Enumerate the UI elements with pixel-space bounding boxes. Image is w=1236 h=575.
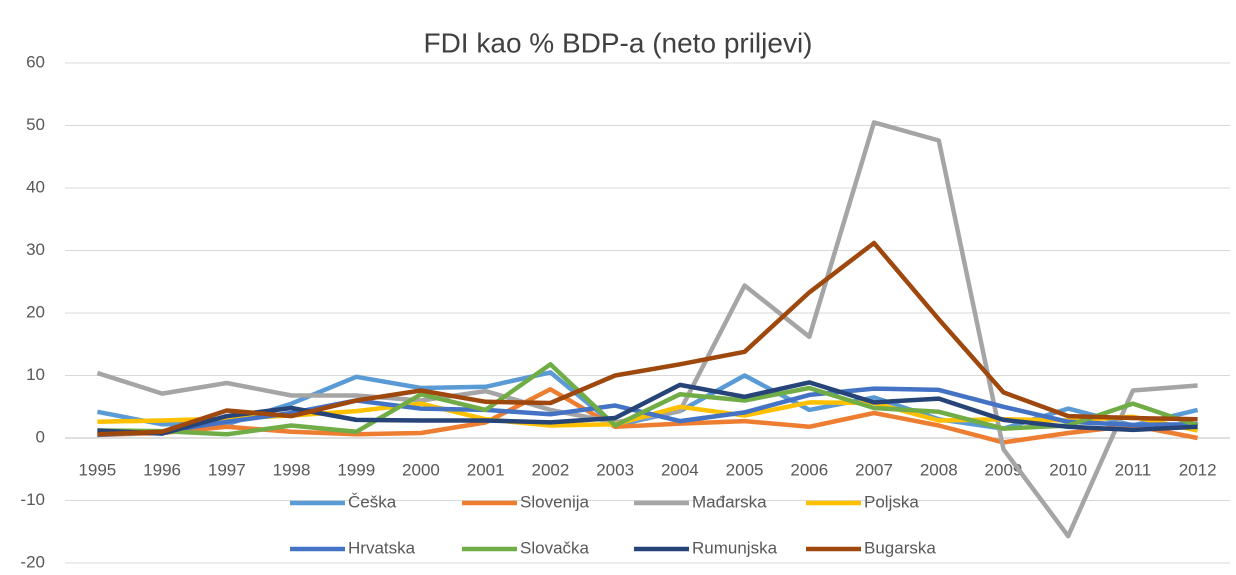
x-tick-label: 1995 bbox=[78, 460, 116, 479]
y-tick-label: 40 bbox=[26, 177, 45, 196]
x-tick-label: 2003 bbox=[596, 460, 634, 479]
legend-label: Slovenija bbox=[520, 492, 590, 511]
y-tick-label: 60 bbox=[26, 52, 45, 71]
y-tick-label: 0 bbox=[36, 427, 45, 446]
x-tick-label: 2010 bbox=[1049, 460, 1087, 479]
legend-label: Slovačka bbox=[520, 538, 590, 557]
y-tick-label: 50 bbox=[26, 115, 45, 134]
y-tick-label: 30 bbox=[26, 240, 45, 259]
legend-label: Mađarska bbox=[692, 492, 767, 511]
legend-label: Poljska bbox=[864, 492, 919, 511]
x-tick-label: 1999 bbox=[337, 460, 375, 479]
x-tick-label: 2011 bbox=[1115, 460, 1152, 479]
x-tick-label: 1998 bbox=[273, 460, 311, 479]
y-tick-label: 10 bbox=[26, 365, 45, 384]
x-tick-label: 2005 bbox=[726, 460, 764, 479]
x-tick-label: 2002 bbox=[532, 460, 570, 479]
y-tick-label: -10 bbox=[20, 490, 45, 509]
x-tick-label: 2004 bbox=[661, 460, 699, 479]
series-line bbox=[97, 362, 1199, 437]
x-tick-label: 1997 bbox=[208, 460, 246, 479]
x-tick-label: 1996 bbox=[143, 460, 181, 479]
series-line bbox=[97, 387, 1199, 445]
chart-title: FDI kao % BDP-a (neto priljevi) bbox=[423, 27, 812, 58]
x-tick-label: 2000 bbox=[402, 460, 440, 479]
y-tick-label: -20 bbox=[20, 552, 45, 571]
series-line bbox=[97, 240, 1198, 437]
x-tick-label: 2006 bbox=[790, 460, 828, 479]
x-tick-label: 2001 bbox=[467, 460, 505, 479]
legend-label: Hrvatska bbox=[348, 538, 416, 557]
legend-label: Rumunjska bbox=[692, 538, 778, 557]
series-line bbox=[96, 120, 1198, 539]
x-tick-label: 2008 bbox=[920, 460, 958, 479]
series-line bbox=[97, 380, 1198, 436]
x-tick-label: 2007 bbox=[855, 460, 893, 479]
x-tick-label: 2012 bbox=[1179, 460, 1217, 479]
legend-label: Češka bbox=[348, 492, 397, 511]
y-tick-label: 20 bbox=[26, 302, 45, 321]
legend-label: Bugarska bbox=[864, 538, 936, 557]
